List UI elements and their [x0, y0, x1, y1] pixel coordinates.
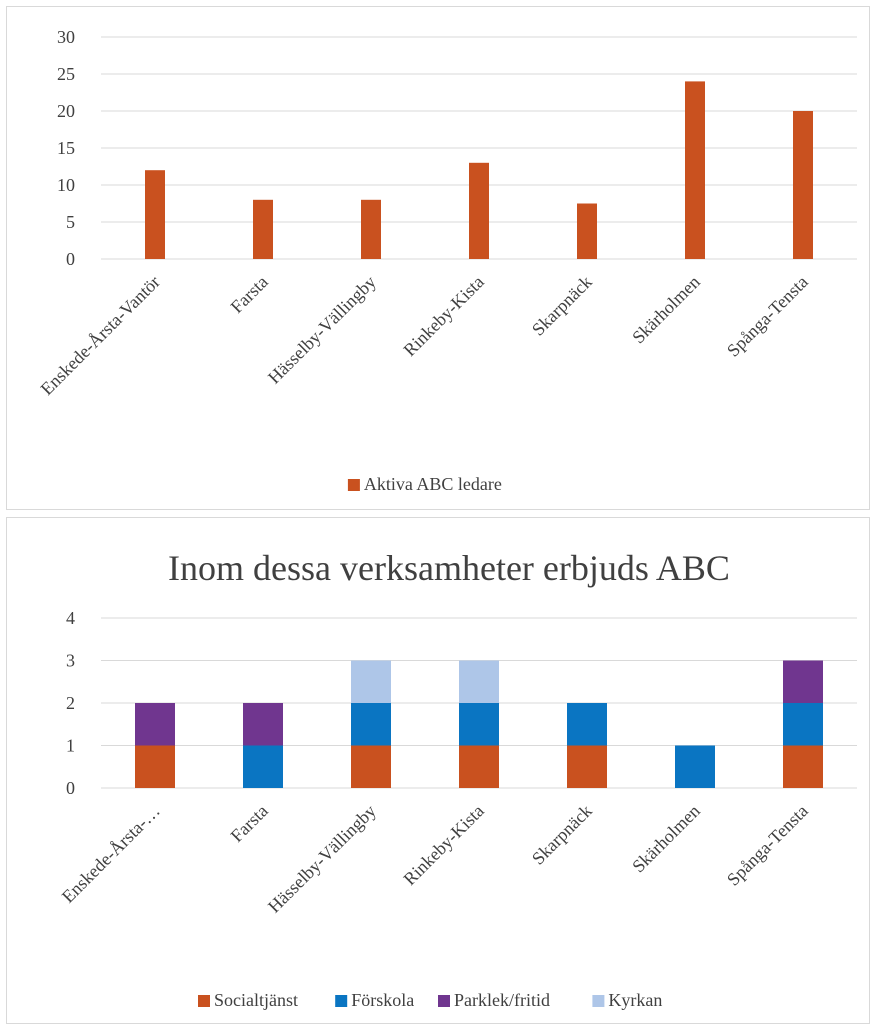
bar-f-rskola	[783, 703, 823, 746]
chart-panel-active-leaders: 0 5 10 15 20 25 30 Enskede-Årsta-Vantör Farsta Hä…	[6, 6, 870, 510]
bar-aktiva-abc-ledare	[469, 162, 489, 259]
legend-label: Parklek/fritid	[454, 990, 550, 1010]
x-tick-label: Skarpnäck	[528, 272, 596, 340]
y-tick-label: 20	[57, 101, 75, 121]
y-tick-label: 15	[57, 138, 75, 158]
x-tick-label: Hässelby-Vällingby	[264, 272, 380, 388]
y-tick-label: 2	[66, 693, 75, 713]
bar-socialtj-nst	[351, 745, 391, 788]
legend-label: Aktiva ABC ledare	[364, 474, 502, 494]
x-tick-label: Rinkeby-Kista	[399, 801, 487, 889]
legend-swatch-parklek-fritid	[438, 995, 450, 1007]
bar-aktiva-abc-ledare	[361, 199, 381, 259]
x-tick-label: Spånga-Tensta	[723, 801, 812, 890]
legend-swatch-kyrkan	[592, 995, 605, 1007]
legend-swatch-aktiva-abc-ledare	[347, 479, 360, 491]
legend-swatch-f-rskola	[335, 995, 348, 1007]
bar-aktiva-abc-ledare	[145, 170, 165, 259]
bar-aktiva-abc-ledare	[685, 81, 705, 260]
x-tick-label: Farsta	[227, 801, 272, 846]
bar-parklek-fritid	[135, 703, 175, 746]
x-tick-label: Enskede-Årsta-…	[58, 801, 164, 907]
y-tick-label: 3	[66, 651, 75, 671]
bar-f-rskola	[675, 745, 715, 788]
bar-kyrkan	[351, 660, 391, 703]
x-tick-label: Enskede-Årsta-Vantör	[37, 272, 164, 399]
x-tick-label: Skärholmen	[628, 272, 704, 348]
bar-parklek-fritid	[243, 703, 283, 746]
y-tick-label: 4	[66, 608, 75, 628]
bar-aktiva-abc-ledare	[577, 203, 597, 259]
x-tick-label: Spånga-Tensta	[723, 272, 812, 361]
bar-socialtj-nst	[135, 745, 175, 788]
y-tick-label: 10	[57, 175, 75, 195]
bar-aktiva-abc-ledare	[793, 111, 813, 259]
chart-active-leaders: 0 5 10 15 20 25 30 Enskede-Årsta-Vantör FarstaHä…	[37, 27, 857, 494]
chart-activities: Inom dessa verksamheter erbjuds ABC 0 1 2 3…	[58, 548, 857, 1010]
y-tick-label: 0	[66, 249, 75, 269]
y-tick-label: 30	[57, 27, 75, 47]
y-tick-label: 5	[66, 212, 75, 232]
chart-panel-activities: Inom dessa verksamheter erbjuds ABC 0 1 2 3…	[6, 517, 870, 1024]
chart-title: Inom dessa verksamheter erbjuds ABC	[168, 548, 730, 588]
y-tick-label: 0	[66, 778, 75, 798]
y-tick-label: 1	[66, 736, 75, 756]
bar-f-rskola	[351, 703, 391, 746]
bar-f-rskola	[567, 703, 607, 746]
x-tick-label: Farsta	[227, 272, 272, 317]
y-tick-label: 25	[57, 64, 75, 84]
x-tick-label: Hässelby-Vällingby	[264, 801, 380, 917]
legend-label: Socialtjänst	[214, 990, 298, 1010]
x-tick-label: Skärholmen	[628, 801, 704, 877]
bar-socialtj-nst	[459, 745, 499, 788]
bar-socialtj-nst	[567, 745, 607, 788]
x-tick-label: Skarpnäck	[528, 801, 596, 869]
bar-aktiva-abc-ledare	[253, 199, 273, 259]
legend-label: Förskola	[351, 990, 414, 1010]
bar-f-rskola	[243, 745, 283, 788]
legend-swatch-socialtj-nst	[198, 995, 210, 1007]
legend-label: Kyrkan	[608, 990, 662, 1010]
bar-f-rskola	[459, 703, 499, 746]
bar-socialtj-nst	[783, 745, 823, 788]
bar-parklek-fritid	[783, 660, 823, 703]
bar-kyrkan	[459, 660, 499, 703]
x-tick-label: Rinkeby-Kista	[399, 272, 487, 360]
